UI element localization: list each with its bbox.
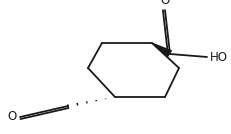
Polygon shape bbox=[151, 43, 171, 58]
Text: O: O bbox=[8, 111, 17, 124]
Text: O: O bbox=[160, 0, 169, 7]
Text: HO: HO bbox=[209, 51, 227, 64]
